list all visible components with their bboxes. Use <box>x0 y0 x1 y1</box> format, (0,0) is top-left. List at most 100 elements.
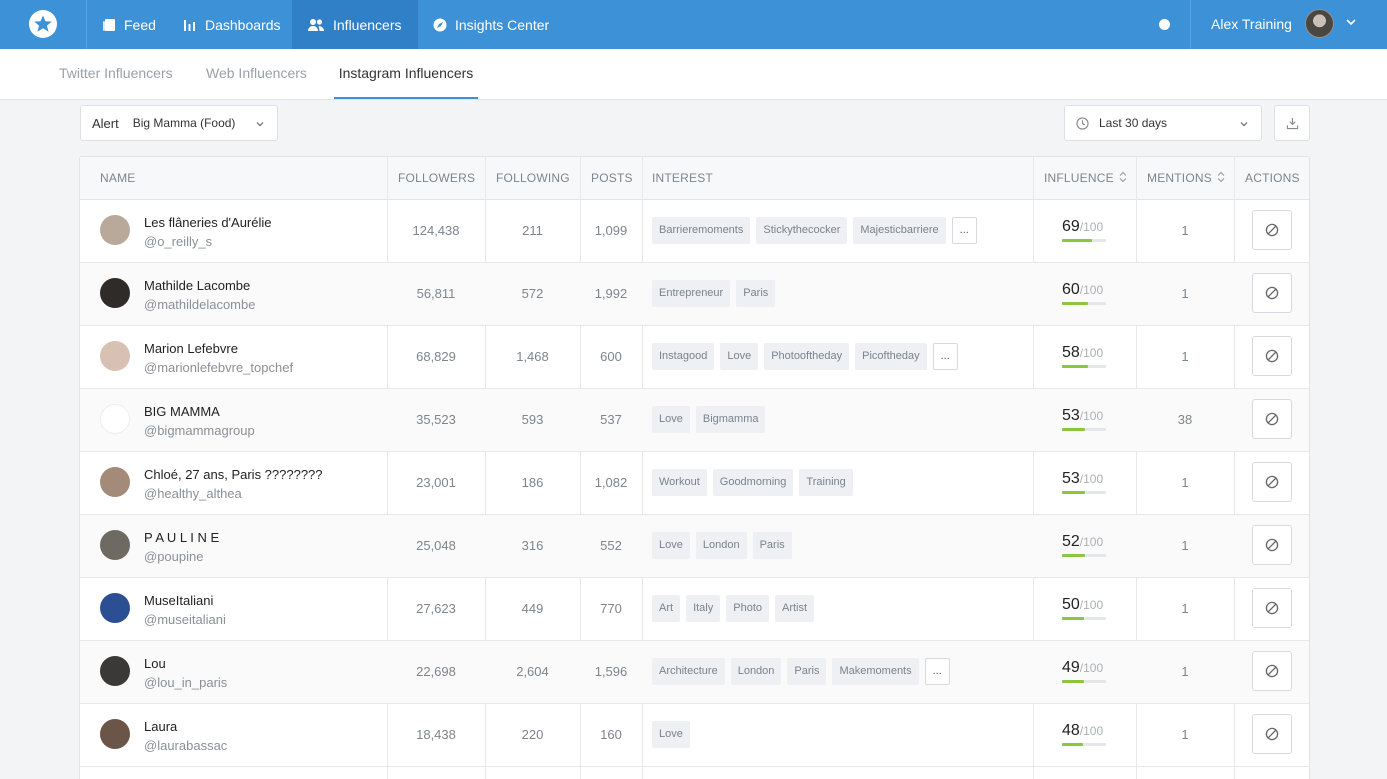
date-range-select[interactable]: Last 30 days <box>1064 105 1262 141</box>
more-tags-button[interactable]: ... <box>932 343 958 370</box>
column-divider <box>1234 157 1235 779</box>
interest-tag[interactable]: London <box>695 532 747 559</box>
avatar[interactable] <box>100 530 130 560</box>
block-button[interactable] <box>1252 399 1292 439</box>
avatar[interactable] <box>100 593 130 623</box>
influence-value: 48 <box>1062 722 1080 739</box>
interest-tag[interactable]: Makemoments <box>832 658 919 685</box>
tab-web-influencers[interactable]: Web Influencers <box>206 65 307 81</box>
bar-chart-icon <box>184 19 195 31</box>
status-dot-icon[interactable] <box>1159 19 1170 30</box>
star-logo-icon[interactable] <box>29 10 57 38</box>
influencer-handle[interactable]: @laurabassac <box>144 738 228 753</box>
influencer-handle[interactable]: @bigmammagroup <box>144 423 255 438</box>
interest-tag[interactable]: Barrieremoments <box>652 217 751 244</box>
interest-tag[interactable]: Workout <box>652 469 707 496</box>
clock-icon <box>1076 116 1089 130</box>
interest-tag[interactable]: Photooftheday <box>764 343 850 370</box>
influencers-table: NAME FOLLOWERS FOLLOWING POSTS INTEREST … <box>79 156 1310 779</box>
column-divider <box>485 157 486 779</box>
avatar[interactable] <box>100 341 130 371</box>
influencer-name[interactable]: Mathilde Lacombe <box>144 278 251 293</box>
user-name[interactable]: Alex Training <box>1211 16 1292 32</box>
nav-item-dashboards[interactable]: Dashboards <box>168 0 296 49</box>
header-mentions-sort[interactable]: MENTIONS <box>1147 157 1226 200</box>
nav-item-influencers[interactable]: Influencers <box>292 0 418 49</box>
alert-label: Alert <box>92 115 119 131</box>
chevron-down-icon[interactable] <box>1345 16 1357 28</box>
block-button[interactable] <box>1252 273 1292 313</box>
interest-tag[interactable]: Picoftheday <box>855 343 927 370</box>
following-count: 2,604 <box>516 664 549 679</box>
influencer-name[interactable]: Laura <box>144 719 178 734</box>
interest-tag[interactable]: Photo <box>726 595 769 622</box>
posts-count: 552 <box>600 538 622 553</box>
influencer-name[interactable]: Les flâneries d'Aurélie <box>144 215 272 230</box>
interest-tag[interactable]: Stickythecocker <box>756 217 848 244</box>
interest-tag[interactable]: Italy <box>686 595 721 622</box>
interest-tag[interactable]: Training <box>799 469 853 496</box>
influencer-name[interactable]: Lou <box>144 656 166 671</box>
block-button[interactable] <box>1252 651 1292 691</box>
interest-tag[interactable]: Love <box>652 721 690 748</box>
interest-tag[interactable]: Art <box>652 595 681 622</box>
avatar[interactable] <box>100 719 130 749</box>
influencer-handle[interactable]: @lou_in_paris <box>144 675 228 690</box>
nav-item-feed[interactable]: Feed <box>87 0 171 49</box>
header-influence-sort[interactable]: INFLUENCE <box>1044 157 1128 200</box>
nav-item-insights-center[interactable]: Insights Center <box>418 0 564 49</box>
block-button[interactable] <box>1252 336 1292 376</box>
interest-tag[interactable]: London <box>730 658 782 685</box>
more-tags-button[interactable]: ... <box>951 217 977 244</box>
avatar[interactable] <box>100 404 130 434</box>
influencer-name[interactable]: Marion Lefebvre <box>144 341 238 356</box>
influencer-name[interactable]: P A U L I N E <box>144 530 220 545</box>
block-button[interactable] <box>1252 714 1292 754</box>
interest-tag[interactable]: Architecture <box>652 658 725 685</box>
interest-tag[interactable]: Entrepreneur <box>652 280 731 307</box>
avatar[interactable] <box>100 467 130 497</box>
block-button[interactable] <box>1252 588 1292 628</box>
interest-tag[interactable]: Goodmorning <box>712 469 794 496</box>
interest-tag[interactable]: Artist <box>775 595 815 622</box>
interest-tag[interactable]: Bigmamma <box>695 406 766 433</box>
user-avatar[interactable] <box>1305 9 1334 38</box>
download-button[interactable] <box>1274 105 1310 141</box>
block-icon <box>1265 475 1279 489</box>
influence-max: /100 <box>1079 661 1104 675</box>
block-button[interactable] <box>1252 462 1292 502</box>
influencer-handle[interactable]: @healthy_althea <box>144 486 242 501</box>
influencer-name[interactable]: BIG MAMMA <box>144 404 220 419</box>
posts-count: 770 <box>600 601 622 616</box>
tab-twitter-influencers[interactable]: Twitter Influencers <box>59 65 173 81</box>
tab-instagram-influencers[interactable]: Instagram Influencers <box>334 49 478 99</box>
avatar[interactable] <box>100 278 130 308</box>
table-header: NAME FOLLOWERS FOLLOWING POSTS INTEREST … <box>80 157 1309 200</box>
influencer-handle[interactable]: @o_reilly_s <box>144 234 213 249</box>
header-followers: FOLLOWERS <box>398 171 476 185</box>
influence-bar-fill <box>1062 617 1084 620</box>
influencer-handle[interactable]: @museitaliani <box>144 612 226 627</box>
interest-tag[interactable]: Love <box>720 343 759 370</box>
influence-score-line: 52/100 <box>1062 533 1106 551</box>
posts-count: 1,082 <box>594 475 628 490</box>
interest-tag[interactable]: Paris <box>752 532 792 559</box>
block-button[interactable] <box>1252 525 1292 565</box>
influencer-name[interactable]: Chloé, 27 ans, Paris ???????? <box>144 467 323 482</box>
interest-tag[interactable]: Paris <box>787 658 827 685</box>
interest-tag[interactable]: Love <box>652 532 690 559</box>
alert-select[interactable]: Alert Big Mamma (Food) <box>80 105 278 141</box>
influencer-handle[interactable]: @mathildelacombe <box>144 297 256 312</box>
influencer-handle[interactable]: @marionlefebvre_topchef <box>144 360 294 375</box>
more-tags-button[interactable]: ... <box>924 658 950 685</box>
avatar[interactable] <box>100 656 130 686</box>
avatar[interactable] <box>100 215 130 245</box>
influence-bar <box>1062 491 1106 494</box>
interest-tag[interactable]: Majesticbarriere <box>853 217 946 244</box>
influencer-name[interactable]: MuseItaliani <box>144 593 214 608</box>
interest-tag[interactable]: Instagood <box>652 343 715 370</box>
interest-tag[interactable]: Paris <box>736 280 776 307</box>
interest-tag[interactable]: Love <box>652 406 690 433</box>
block-button[interactable] <box>1252 210 1292 250</box>
influencer-handle[interactable]: @poupine <box>144 549 204 564</box>
